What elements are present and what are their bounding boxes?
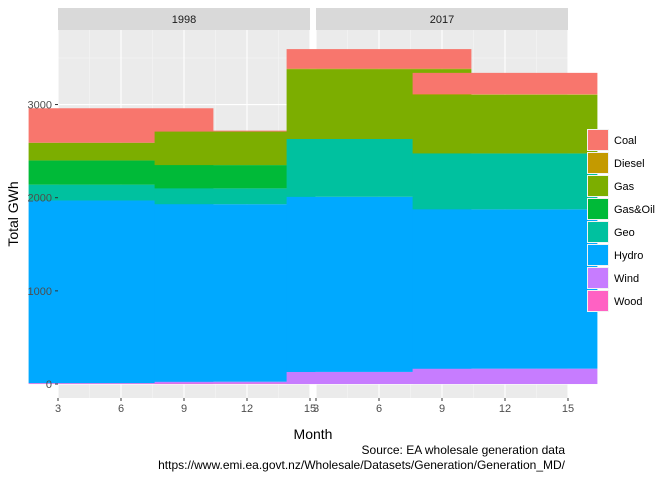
bar-segment-2017-month12-coal (412, 72, 598, 95)
legend-label-wood: Wood (614, 296, 643, 308)
y-tick-label: 1000 (28, 286, 52, 298)
legend-label-wind: Wind (614, 273, 639, 285)
bar-segment-2017-month12-gas (412, 94, 598, 154)
legend-swatch-wood (588, 291, 608, 311)
legend-swatch-hydro (588, 245, 608, 265)
x-axis-title: Month (294, 426, 333, 442)
x-tick-label: 15 (304, 403, 316, 415)
legend-label-coal: Coal (614, 135, 637, 147)
legend-swatch-coal (588, 130, 608, 150)
source-caption: Source: EA wholesale generation data (361, 443, 565, 457)
legend-swatch-geo (588, 222, 608, 242)
source-url-caption: https://www.emi.ea.govt.nz/Wholesale/Dat… (158, 458, 565, 472)
x-tick-label: 9 (439, 403, 445, 415)
y-tick-label: 3000 (28, 100, 52, 112)
facet-strip-2017 (316, 8, 568, 30)
x-tick-label: 3 (55, 403, 61, 415)
x-tick-label: 12 (241, 403, 253, 415)
legend-swatch-wind (588, 268, 608, 288)
bar-segment-2017-month6-coal (286, 49, 472, 69)
bar-segment-1998-month12-coal (154, 130, 340, 132)
facet-strip-1998 (58, 8, 310, 30)
bar-segment-2017-month12-hydro (412, 209, 598, 369)
bar-segment-2017-month12-wind (412, 368, 598, 385)
y-tick-label: 0 (46, 379, 52, 391)
legend-label-gasandoil: Gas&Oil (614, 204, 655, 216)
bar-segment-1998-month12-wind (154, 381, 340, 384)
x-tick-label: 6 (376, 403, 382, 415)
x-tick-label: 9 (181, 403, 187, 415)
x-tick-label: 12 (499, 403, 511, 415)
bar-segment-2017-month12-geo (412, 153, 598, 210)
legend-swatch-gasandoil (588, 199, 608, 219)
legend-label-geo: Geo (614, 227, 635, 239)
legend-label-hydro: Hydro (614, 250, 643, 262)
facet-label-1998: 1998 (172, 14, 196, 26)
x-tick-label: 15 (562, 403, 574, 415)
x-tick-label: 3 (313, 403, 319, 415)
y-tick-label: 2000 (28, 193, 52, 205)
legend-label-gas: Gas (614, 181, 635, 193)
legend-label-diesel: Diesel (614, 158, 645, 170)
y-axis-title: Total GWh (5, 181, 21, 246)
facet-label-2017: 2017 (430, 14, 454, 26)
legend-swatch-gas (588, 176, 608, 196)
legend-swatch-diesel (588, 153, 608, 173)
x-tick-label: 6 (118, 403, 124, 415)
